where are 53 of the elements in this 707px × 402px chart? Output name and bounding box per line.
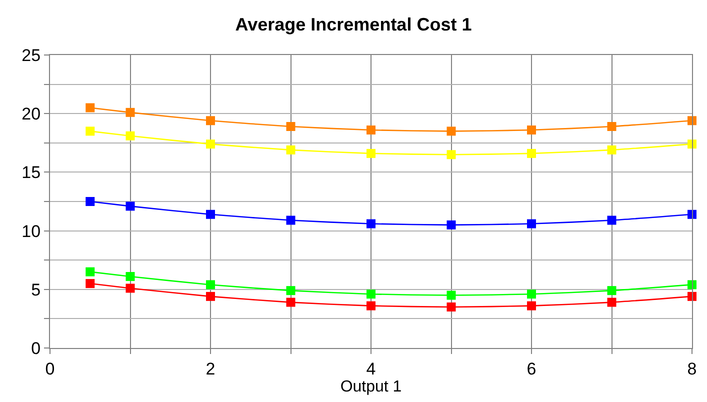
point (126, 284, 135, 293)
point (86, 197, 95, 206)
y-tick-label: 25 (22, 46, 41, 65)
point (366, 148, 376, 158)
point (607, 145, 616, 154)
x-tick-label: 8 (687, 359, 697, 378)
point (206, 280, 215, 290)
point (286, 286, 296, 296)
point (286, 298, 296, 307)
point (446, 220, 456, 230)
point (607, 216, 616, 225)
y-tick-label: 10 (22, 222, 41, 241)
x-tick-label: 4 (366, 359, 376, 378)
x-tick-label: 0 (45, 359, 55, 378)
point (86, 279, 95, 288)
point (206, 140, 215, 149)
y-tick-label: 0 (31, 338, 41, 358)
point (366, 126, 376, 135)
point (446, 302, 456, 312)
chart-title: Average Incremental Cost 1 (235, 14, 472, 35)
point (366, 301, 376, 310)
point (86, 103, 95, 112)
point (607, 298, 616, 307)
point (366, 290, 376, 299)
x-tick-label: 2 (206, 359, 216, 378)
point (126, 202, 135, 211)
point (527, 290, 536, 299)
point (446, 150, 456, 160)
y-tick-label: 5 (31, 280, 41, 300)
point (86, 267, 95, 276)
point (527, 219, 536, 228)
point (607, 286, 616, 296)
point (286, 216, 296, 225)
point (86, 126, 95, 136)
y-tick-label: 20 (22, 104, 41, 124)
point (206, 292, 215, 301)
point (366, 219, 376, 228)
point (527, 148, 536, 158)
point (126, 272, 135, 282)
y-tick-label: 15 (22, 163, 41, 182)
point (446, 126, 456, 136)
x-axis-title: Output 1 (340, 378, 402, 396)
point (206, 210, 215, 219)
x-tick-label: 6 (526, 359, 536, 378)
point (286, 122, 296, 131)
point (206, 116, 215, 126)
point (446, 290, 456, 300)
point (126, 108, 135, 117)
point (607, 122, 616, 131)
point (527, 301, 536, 310)
point (286, 145, 296, 154)
point (126, 131, 135, 140)
point (527, 126, 536, 135)
